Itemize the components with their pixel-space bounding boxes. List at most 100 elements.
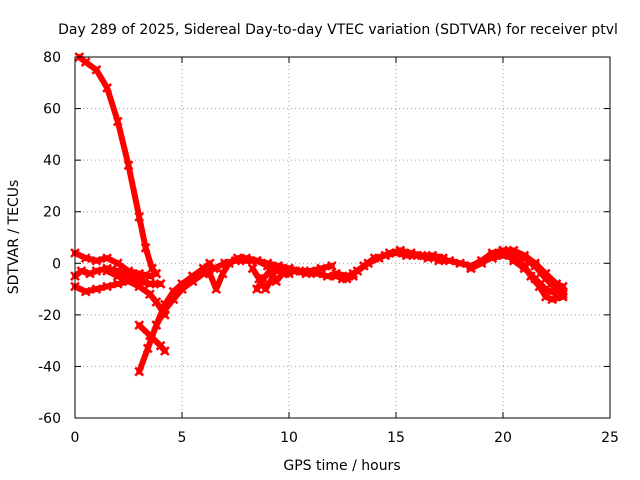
plot-frame <box>74 56 611 419</box>
data-point <box>123 160 134 171</box>
data-point <box>134 281 145 292</box>
data-point <box>380 250 391 261</box>
x-axis-label: GPS time / hours <box>283 458 400 474</box>
x-tick-label: 15 <box>387 430 405 446</box>
data-point <box>145 289 155 300</box>
data-point <box>85 268 95 279</box>
series-arc-1 <box>74 52 162 279</box>
data-point <box>211 284 222 294</box>
data-point <box>290 266 301 276</box>
y-tick-label: 20 <box>43 205 61 221</box>
data-point <box>102 266 112 276</box>
data-point <box>102 253 112 264</box>
data-point <box>145 279 155 289</box>
data-point <box>258 273 269 284</box>
data-point <box>348 268 359 279</box>
data-point <box>187 271 198 282</box>
data-point <box>76 266 87 276</box>
data-point <box>140 242 151 253</box>
y-axis-label: SDTVAR / TECUs <box>6 180 22 295</box>
x-tick-label: 20 <box>494 430 512 446</box>
data-point <box>498 250 508 261</box>
data-point <box>91 284 102 294</box>
data-point <box>423 253 433 264</box>
data-point <box>102 281 112 292</box>
data-point <box>476 258 487 269</box>
data-point <box>247 263 258 274</box>
data-point <box>455 258 466 269</box>
data-point <box>359 260 369 271</box>
data-point <box>401 250 412 261</box>
y-tick-label: 0 <box>52 256 61 272</box>
data-point <box>487 253 498 264</box>
y-tick-label: 40 <box>43 153 61 169</box>
data-point <box>271 276 282 287</box>
data-point <box>134 211 145 222</box>
series-line <box>76 54 160 277</box>
data-point <box>508 255 519 266</box>
data-point <box>151 297 162 307</box>
series-arc-20 <box>508 255 568 300</box>
data-point <box>112 116 123 127</box>
series-line <box>467 250 566 298</box>
data-point <box>159 346 170 356</box>
data-point <box>466 263 476 274</box>
data-point <box>80 286 91 297</box>
data-point <box>530 260 540 271</box>
ticks: 0 5 10 15 20 25 -60 -40 -20 0 20 40 60 80 <box>38 50 619 446</box>
data-point <box>224 258 234 269</box>
data-point <box>252 284 262 294</box>
data-point <box>540 273 551 284</box>
data-point <box>433 255 444 266</box>
data-point <box>391 248 401 258</box>
data-point <box>551 289 562 300</box>
data-point <box>123 276 134 287</box>
data-point <box>151 320 162 331</box>
data-point <box>112 279 123 289</box>
data-point <box>540 284 551 294</box>
y-tick-label: -20 <box>38 308 61 324</box>
data-point <box>91 266 102 276</box>
data-point <box>369 253 380 264</box>
data-point <box>80 57 91 68</box>
data-point <box>252 255 262 266</box>
x-tick-label: 5 <box>178 430 187 446</box>
series-line <box>339 250 442 282</box>
y-tick-label: -60 <box>38 411 61 427</box>
x-tick-label: 0 <box>71 430 80 446</box>
data-point <box>142 343 153 354</box>
data-point <box>279 268 290 279</box>
y-tick-label: 80 <box>43 50 61 66</box>
data-point <box>177 284 187 294</box>
data-point <box>204 268 215 279</box>
data-point <box>311 268 322 279</box>
series-group <box>70 52 568 377</box>
data-point <box>260 284 271 294</box>
grid <box>75 57 610 418</box>
data-point <box>145 330 155 341</box>
x-tick-label: 25 <box>601 430 619 446</box>
data-point <box>540 291 551 302</box>
data-point <box>134 366 145 377</box>
series-arc-4 <box>70 276 166 297</box>
data-point <box>112 258 123 269</box>
data-point <box>322 271 333 282</box>
data-point <box>134 320 145 331</box>
data-point <box>241 253 252 264</box>
data-point <box>301 268 312 279</box>
data-point <box>337 273 348 284</box>
data-point <box>91 65 102 75</box>
y-tick-label: 60 <box>43 102 61 118</box>
data-point <box>112 271 123 282</box>
series-arc-7 <box>134 320 170 356</box>
data-point <box>168 294 179 305</box>
data-point <box>412 250 423 261</box>
data-point <box>444 255 455 266</box>
data-point <box>326 260 337 271</box>
data-point <box>155 279 166 289</box>
data-point <box>159 304 170 315</box>
y-tick-label: -40 <box>38 359 61 375</box>
data-point <box>264 266 275 276</box>
